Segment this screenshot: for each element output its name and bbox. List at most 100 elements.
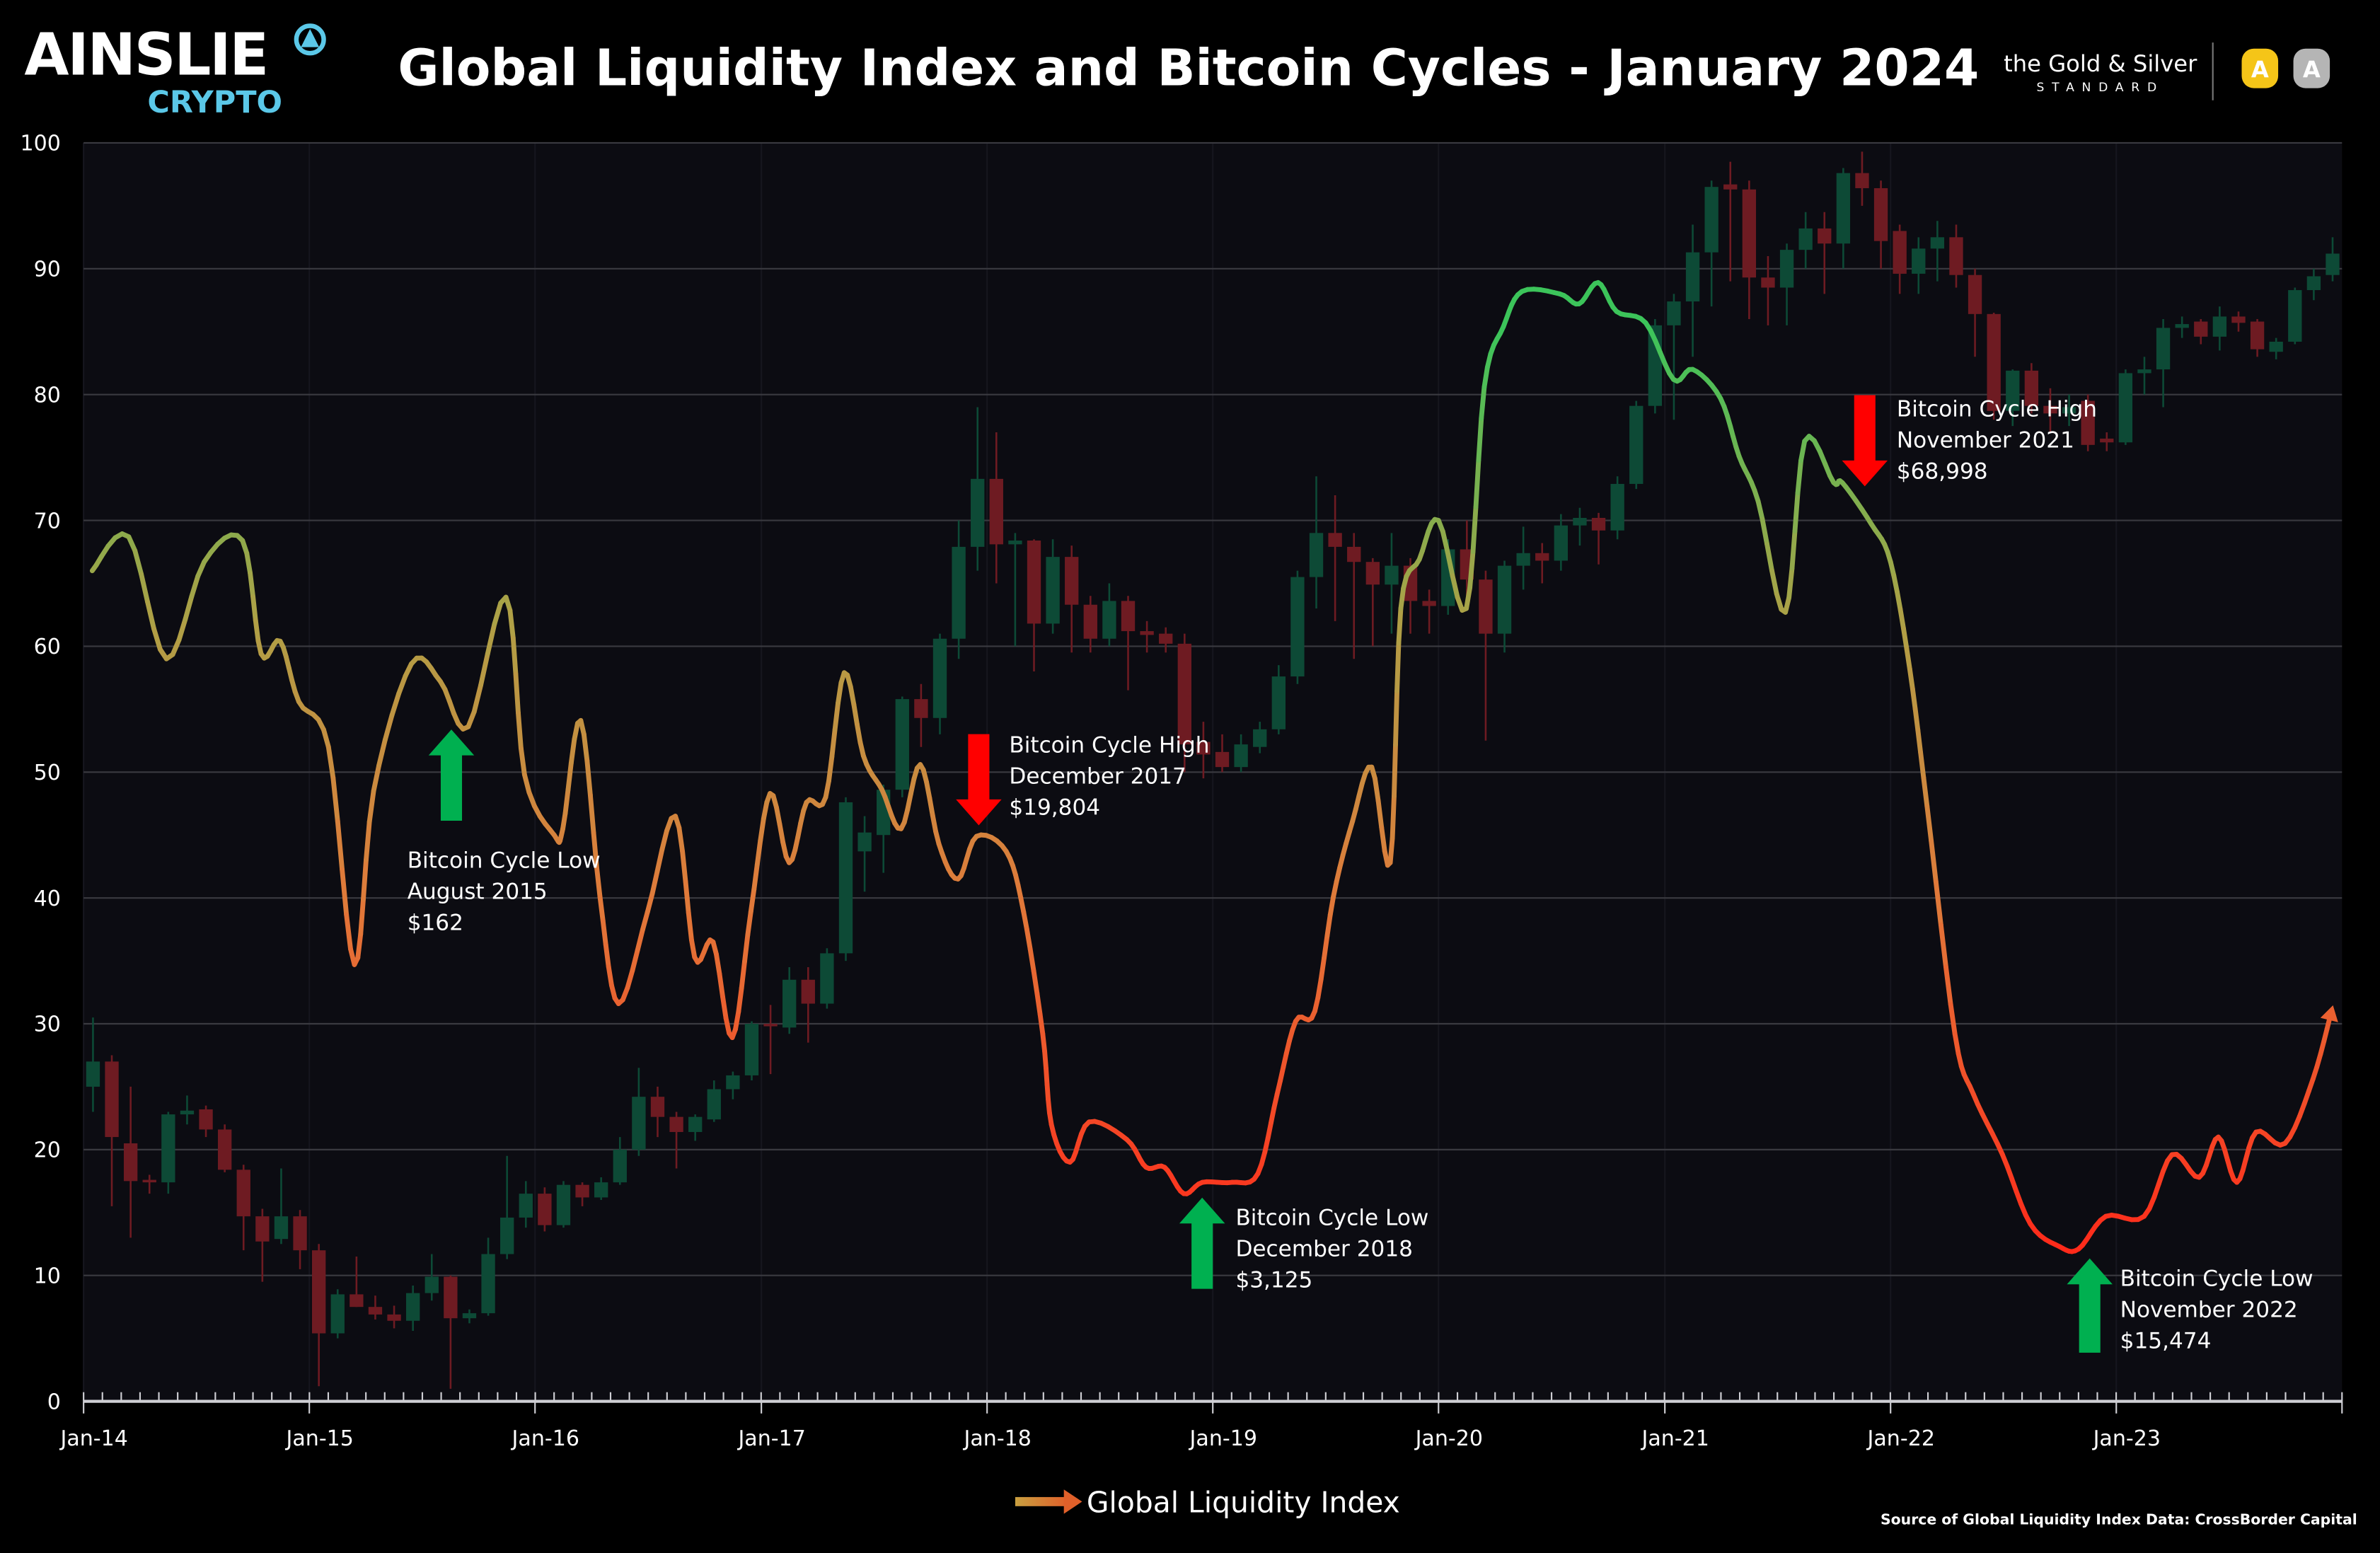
candle-body <box>688 1116 703 1132</box>
annotation-text: Bitcoin Cycle High <box>1897 397 2097 422</box>
candle-body <box>838 802 853 954</box>
candle-body <box>1328 533 1342 547</box>
candle-body <box>1347 546 1361 562</box>
candle-up <box>1912 237 1926 294</box>
gli-line-segment <box>1783 595 1792 615</box>
candle-body <box>1573 517 1587 526</box>
candle-down <box>1742 180 1757 319</box>
arrow-up-icon <box>1179 1197 1225 1289</box>
gli-line-segment <box>720 994 729 1021</box>
gli-line-segment <box>132 548 144 577</box>
gold-badge-icon: A <box>2241 48 2279 88</box>
candle-up <box>161 1112 175 1194</box>
gli-line-segment <box>1952 1031 1961 1056</box>
candle-up <box>744 1021 759 1081</box>
x-tick-label: Jan-21 <box>1640 1426 1709 1451</box>
candle-body <box>632 1097 646 1150</box>
candle-body <box>1535 553 1549 561</box>
annotation-text: $15,474 <box>2120 1328 2212 1353</box>
candle-body <box>971 478 985 547</box>
candle-body <box>2137 369 2151 374</box>
gli-line-segment <box>1445 549 1455 579</box>
gli-line-segment <box>1901 625 1910 652</box>
candle-down <box>368 1295 383 1320</box>
candle-body <box>1667 301 1681 325</box>
candle-body <box>1873 187 1888 241</box>
gli-line-segment <box>330 775 340 824</box>
candle-up <box>1008 533 1022 647</box>
gli-line-segment <box>471 682 484 715</box>
candle-body <box>1290 577 1305 677</box>
candle-up <box>1497 560 1512 653</box>
gli-line-segment <box>603 942 611 970</box>
candle-up <box>1685 224 1700 357</box>
candle-up <box>1836 168 1851 269</box>
candle-body <box>1930 237 1945 249</box>
candle-body <box>1893 231 1907 274</box>
gli-line-segment <box>1897 606 1906 631</box>
gli-line-segment <box>195 559 207 579</box>
y-tick-label: 20 <box>34 1138 61 1163</box>
candle-body <box>1479 579 1493 634</box>
candle-down <box>142 1174 156 1194</box>
candle-body <box>895 699 909 790</box>
candle-body <box>1497 565 1512 634</box>
arrow-up-icon <box>2067 1258 2113 1353</box>
candle-down <box>255 1208 270 1282</box>
candle-up <box>707 1080 721 1122</box>
legend-arrow-icon <box>1015 1489 1082 1514</box>
gli-line-segment <box>742 932 751 964</box>
candle-body <box>650 1097 665 1117</box>
candle-body <box>1422 601 1436 606</box>
candle-up <box>1610 476 1624 540</box>
gli-line-segment <box>1392 742 1398 799</box>
candle-down <box>123 1086 138 1238</box>
candle-up <box>462 1309 477 1324</box>
candle-up <box>86 1017 100 1112</box>
gli-line-segment <box>361 857 369 902</box>
gold-silver-standard-logo: the Gold & Silver STANDARD <box>2004 50 2197 95</box>
candle-down <box>199 1105 213 1138</box>
gli-line-segment <box>1450 573 1460 600</box>
candle-up <box>1629 400 1644 490</box>
gli-line-segment <box>714 952 722 976</box>
candle-body <box>2175 324 2189 328</box>
gli-line-segment <box>1921 775 1930 809</box>
gli-line-segment <box>754 838 763 867</box>
candle-down <box>1365 558 1380 647</box>
candle-up <box>1234 734 1248 773</box>
candle-down <box>2231 311 2246 332</box>
candle-up <box>782 966 797 1034</box>
gli-line-segment <box>248 570 256 599</box>
gli-line-segment <box>396 674 408 697</box>
candle-up <box>481 1237 495 1316</box>
gli-line-segment <box>635 927 645 953</box>
candle-up <box>1253 722 1267 754</box>
candle-up <box>2062 394 2076 427</box>
annotation-text: August 2015 <box>408 879 548 905</box>
candle-body <box>1761 277 1775 288</box>
gli-line-segment <box>686 910 694 942</box>
gli-line-segment <box>848 684 857 707</box>
candle-body <box>1385 565 1399 585</box>
candle-up <box>1798 212 1813 269</box>
annotation-text: November 2021 <box>1897 428 2074 454</box>
gli-line-segment <box>1464 585 1473 611</box>
gli-line-segment <box>761 799 770 821</box>
candle-up <box>1290 570 1305 684</box>
candle-up <box>971 407 985 571</box>
candle-body <box>1629 405 1644 484</box>
candle-body <box>2156 328 2171 370</box>
candle-body <box>952 546 966 639</box>
candle-down <box>989 432 1003 584</box>
x-tick-label: Jan-16 <box>511 1426 579 1451</box>
candle-body <box>424 1276 439 1293</box>
gli-line-segment <box>587 792 596 836</box>
gli-line-segment <box>594 865 603 899</box>
candle-body <box>161 1114 175 1183</box>
candle-down <box>1065 545 1079 653</box>
candle-body <box>1253 729 1267 747</box>
gli-line-segment <box>1473 458 1481 510</box>
candle-down <box>1347 533 1361 659</box>
gli-line-segment <box>1760 516 1769 547</box>
